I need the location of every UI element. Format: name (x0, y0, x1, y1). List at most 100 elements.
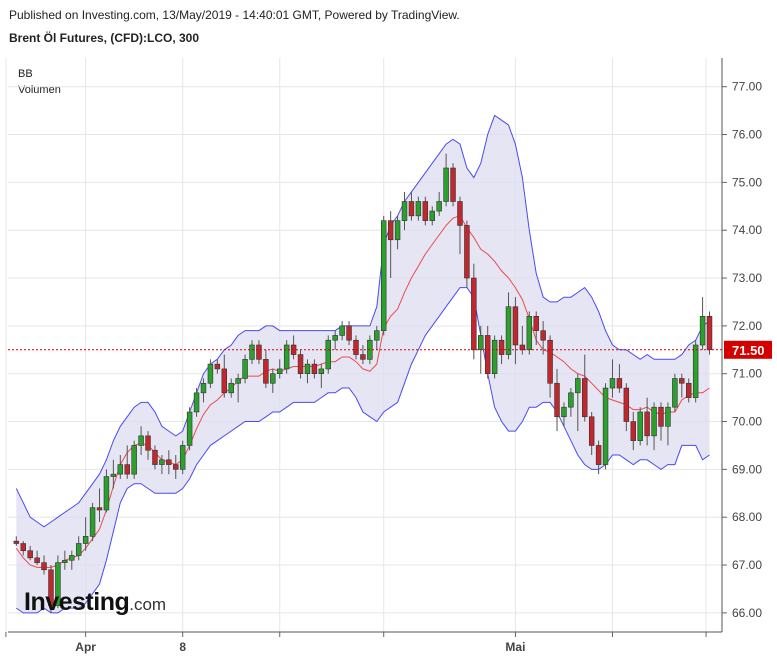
candle-body (75, 543, 82, 556)
y-tick-label: 75.00 (732, 175, 762, 189)
candle-body (602, 387, 609, 465)
candle-body (561, 406, 567, 418)
y-tick-label: 74.00 (732, 223, 762, 237)
candle-body (512, 306, 519, 346)
candle-body (582, 378, 588, 418)
candle-body (692, 344, 699, 398)
bollinger-bands (15, 114, 710, 614)
x-tick-label: Mai (505, 640, 525, 654)
candle-body (547, 339, 553, 384)
candle-body (173, 464, 179, 470)
candle-body (422, 201, 429, 221)
candle-body (297, 354, 304, 375)
candle-body (263, 359, 269, 384)
candle-body (478, 335, 484, 351)
candle-body (554, 382, 560, 418)
candle-body (221, 368, 228, 394)
y-tick-label: 69.00 (732, 462, 762, 476)
candle-body (235, 378, 241, 384)
logo-brand: Investing (24, 588, 130, 616)
candle-body (443, 167, 449, 202)
candle-body (117, 464, 124, 475)
y-tick-label: 77.00 (732, 80, 762, 94)
candle-body (41, 562, 47, 571)
investing-logo: Investing.com (24, 588, 166, 617)
candle-body (623, 387, 630, 422)
y-tick-label: 68.00 (732, 510, 762, 524)
candle-body (450, 167, 456, 202)
candle-body (457, 201, 463, 226)
candle-body (242, 359, 248, 379)
candle-body (637, 411, 643, 441)
candle-body (644, 411, 650, 437)
candle-body (138, 435, 144, 446)
candle-body (48, 569, 54, 606)
candle-body (110, 473, 117, 477)
candle-body (630, 421, 636, 441)
candle-body (699, 315, 706, 346)
y-tick-label: 73.00 (732, 271, 762, 285)
candle-body (186, 411, 193, 446)
y-tick-label: 71.00 (732, 367, 762, 381)
candle-body (360, 354, 366, 360)
candle-body (249, 344, 255, 360)
candle-body (304, 363, 311, 374)
candle-body (131, 445, 137, 475)
candle-body (595, 445, 602, 465)
candle-body (152, 449, 158, 465)
y-tick-label: 66.00 (732, 606, 762, 620)
candle-body (55, 562, 61, 606)
candle-body (464, 225, 470, 279)
candle-body (193, 392, 200, 413)
candle-body (394, 220, 401, 241)
candle-body (166, 459, 172, 465)
candle-body (526, 315, 533, 351)
candle-body (228, 382, 234, 394)
candle-body (311, 363, 318, 374)
candle-body (471, 277, 477, 351)
candle-body (318, 368, 325, 374)
candle-body (159, 459, 165, 465)
candle-body (540, 330, 546, 341)
candle-body (277, 368, 283, 374)
candle-body (332, 335, 338, 341)
candle-body (658, 406, 664, 427)
candle-body (34, 557, 40, 563)
candle-body (62, 559, 68, 563)
candle-body (200, 382, 207, 394)
candle-body (96, 507, 103, 511)
candle-body (387, 220, 394, 241)
candle-body (491, 339, 498, 375)
bb-upper-line (15, 114, 710, 528)
candle-body (145, 435, 151, 451)
candle-body (533, 315, 539, 331)
logo-suffix: .com (129, 595, 167, 614)
candle-body (82, 536, 89, 544)
candle-body (325, 339, 331, 370)
y-tick-label: 76.00 (732, 128, 762, 142)
y-tick-label: 72.00 (732, 319, 762, 333)
candle-body (346, 325, 352, 341)
candle-body (415, 201, 422, 217)
candle-body (672, 378, 678, 408)
candle-body (124, 464, 130, 475)
legend-bb[interactable]: BB (18, 68, 33, 80)
bb-lower-line (16, 287, 710, 614)
axes: 66.00 67.00 68.00 69.00 70.00 71.00 72.00 73.00… (5, 58, 772, 654)
candle-body (498, 339, 505, 355)
candle-body (575, 378, 581, 394)
candle-body (353, 339, 359, 355)
candlesticks (13, 153, 713, 613)
candle-body (484, 335, 491, 374)
published-caption: Published on Investing.com, 13/May/2019 … (9, 8, 460, 22)
candle-body (69, 555, 75, 561)
candle-body (588, 416, 595, 446)
candle-body (214, 363, 221, 370)
candle-body (256, 344, 262, 360)
candle-body (706, 315, 713, 351)
last-price-badge (724, 340, 772, 359)
candle-body (13, 540, 20, 544)
bb-fill (16, 115, 710, 613)
candle-body (283, 344, 290, 370)
